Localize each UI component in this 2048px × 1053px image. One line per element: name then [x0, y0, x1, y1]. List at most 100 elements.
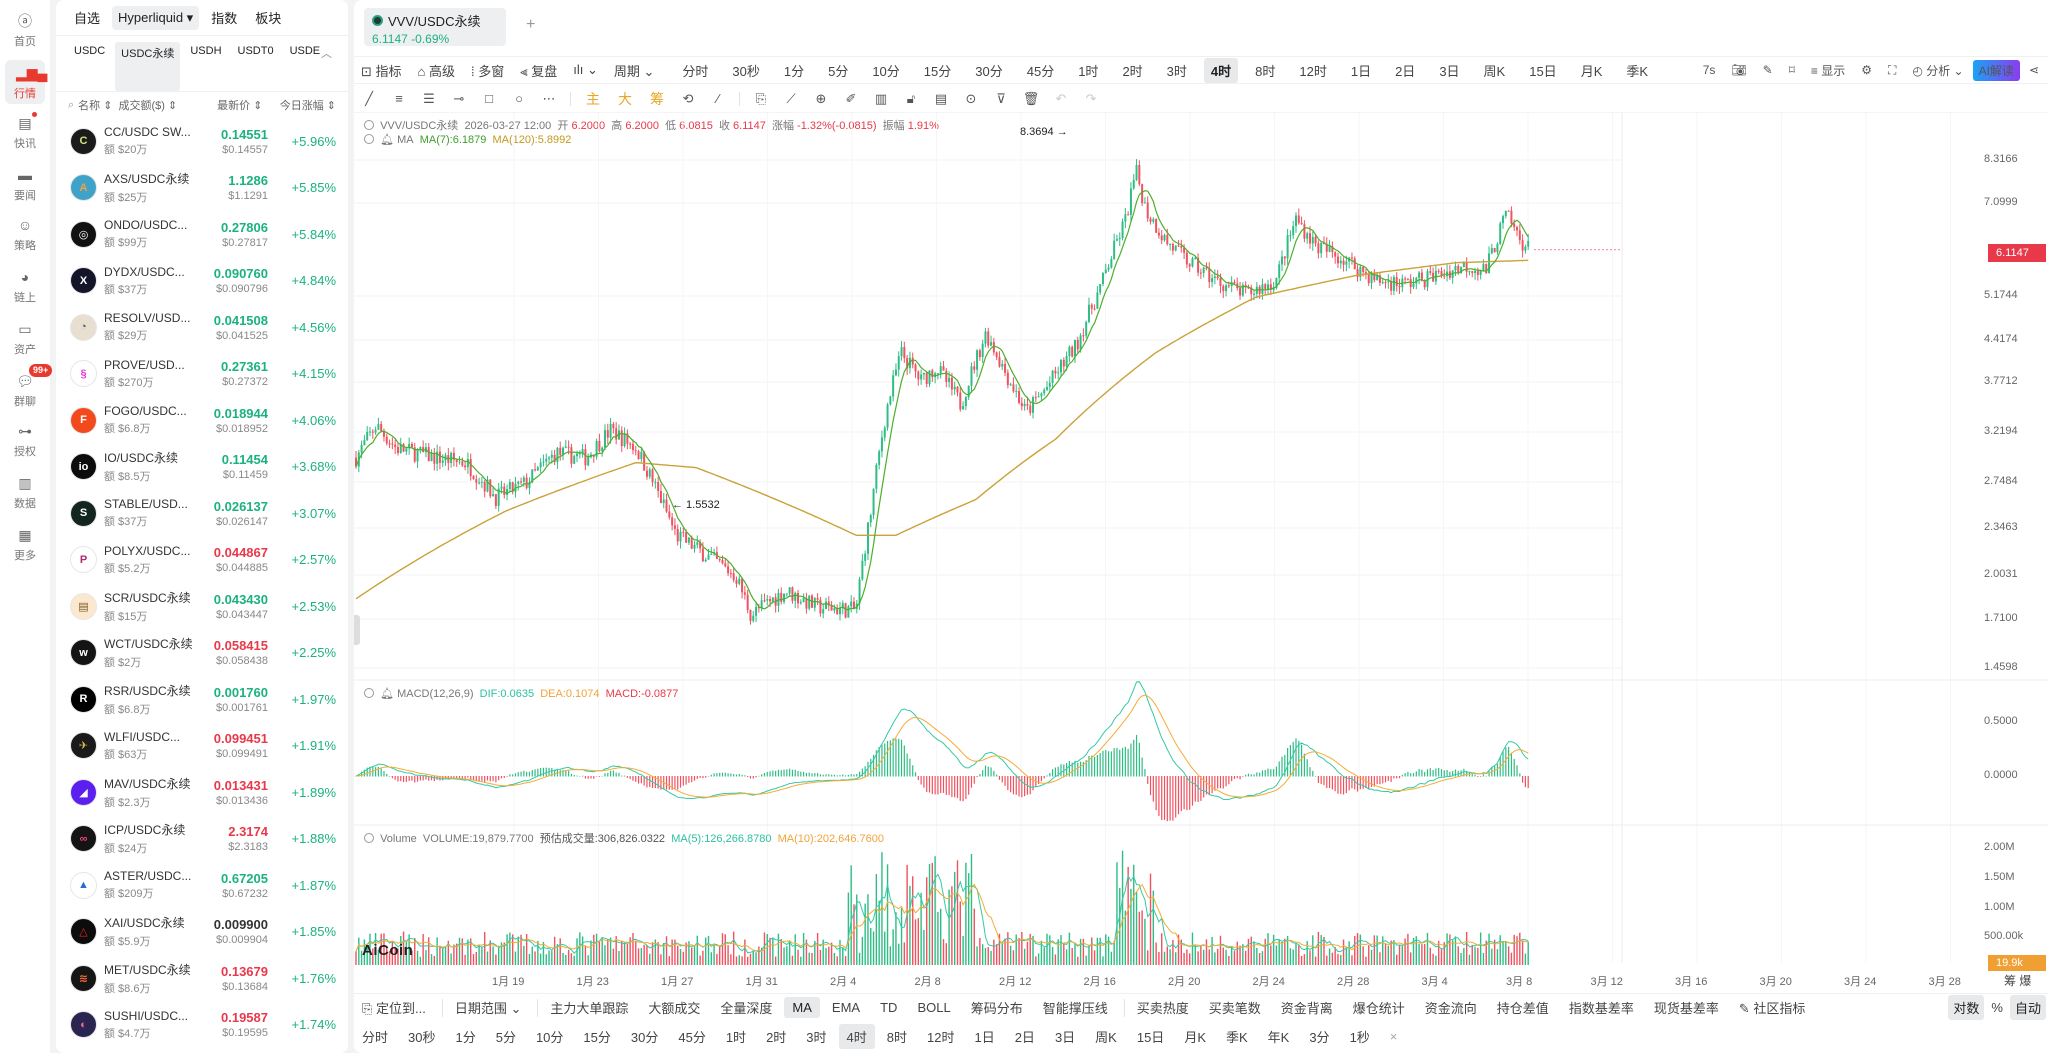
rail-item-1[interactable]: ▂▆▄ 行情 [5, 60, 47, 104]
settings-icon[interactable]: ⚙ [1861, 63, 1872, 77]
collapse-toggle-icon[interactable] [364, 833, 374, 843]
overlay-toggle-0[interactable]: 主 [586, 90, 600, 107]
market-tab-1[interactable]: Hyperliquid ▾ [112, 5, 200, 30]
auto-scale-toggle[interactable]: 自动 [2009, 995, 2046, 1020]
rail-item-2[interactable]: ▤ 快讯 [5, 110, 45, 154]
market-row[interactable]: io IO/USDC永续额 $8.5万 0.11454 $0.11459 +3.68% [56, 444, 348, 491]
market-tab-0[interactable]: 自选 [74, 11, 101, 26]
market-row[interactable]: S STABLE/USD... 额 $37万 0.026137 $0.026147 +3.… [56, 490, 348, 537]
bottom-period-45分[interactable]: 45分 [678, 1029, 706, 1045]
bottom-period-季K[interactable]: 季K [1225, 1029, 1248, 1045]
indicator-16[interactable]: 现货基差率 [1653, 1001, 1719, 1016]
period-15分[interactable]: 15分 [923, 63, 952, 79]
indicator-1[interactable]: 大额成交 [648, 1001, 701, 1016]
rail-item-5[interactable]: ◕ 链上 [5, 264, 45, 308]
indicator-11[interactable]: 资金背离 [1280, 1001, 1333, 1016]
period-1分[interactable]: 1分 [783, 63, 805, 79]
bottom-period-分时[interactable]: 分时 [362, 1029, 389, 1045]
display-toggle[interactable]: ≡ 显示 [1810, 63, 1846, 78]
bottom-period-1时[interactable]: 1时 [725, 1029, 747, 1045]
indicator-icon[interactable]: ⊡ 指标 [361, 63, 402, 79]
undo-icon[interactable]: ↶ [1055, 90, 1067, 106]
market-row[interactable]: ∞ ICP/USDC永续额 $24万 2.3174 $2.3183 +1.88% [56, 816, 348, 863]
collapse-chevron-icon[interactable]: ︿ [321, 48, 332, 60]
bottom-period-30秒[interactable]: 30秒 [408, 1029, 436, 1045]
indicator-5[interactable]: TD [880, 1000, 898, 1015]
period-30秒[interactable]: 30秒 [732, 63, 760, 79]
indicator-15[interactable]: 指数基差率 [1568, 1001, 1634, 1016]
redo-icon[interactable]: ↷ [1085, 90, 1097, 106]
collapse-toggle-icon[interactable] [364, 688, 374, 698]
bottom-period-5分[interactable]: 5分 [495, 1029, 516, 1045]
period-3日[interactable]: 3日 [1439, 63, 1460, 79]
sort-by-change[interactable]: 今日涨幅 ⇕ [279, 100, 336, 112]
market-row[interactable]: ▲ ASTER/USDC... 额 $209万 0.67205 $0.67232 +1.8… [56, 862, 348, 909]
bottom-period-1日[interactable]: 1日 [974, 1029, 995, 1045]
period-12时[interactable]: 12时 [1299, 63, 1327, 79]
market-tab-3[interactable]: 板块 [255, 11, 282, 26]
overlay-toggle-1[interactable]: 大 [618, 90, 632, 107]
sort-by-price[interactable]: 最新价 ⇕ [217, 100, 263, 112]
brush-icon[interactable]: ⁄ [716, 91, 720, 106]
percent-scale-toggle[interactable]: % [1991, 1000, 2003, 1015]
note-icon[interactable]: ⎘ [755, 90, 767, 106]
collapse-toggle-icon[interactable] [364, 134, 374, 144]
share-icon[interactable]: ⋖ [2028, 63, 2039, 77]
indicator-10[interactable]: 买卖笔数 [1208, 1001, 1261, 1016]
magnet-icon[interactable]: ⊙ [965, 90, 977, 106]
bell-icon[interactable]: 🔔︎ [380, 688, 395, 700]
indicator-13[interactable]: 资金流向 [1424, 1001, 1477, 1016]
indicator-8[interactable]: 智能撑压线 [1042, 1001, 1108, 1016]
add-tab-button[interactable]: + [526, 16, 536, 33]
unlock-icon[interactable]: 🔓︎ [906, 90, 916, 106]
chips-liquidation-toggles[interactable]: 筹 爆 [2004, 974, 2032, 988]
bottom-period-8时[interactable]: 8时 [886, 1029, 907, 1045]
bottom-period-1分[interactable]: 1分 [455, 1029, 476, 1045]
market-row[interactable]: A AXS/USDC永续额 $25万 1.1286 $1.1291 +5.85% [56, 165, 348, 212]
chart-type-icon[interactable]: ılı ⌄ [566, 59, 605, 81]
period-分时[interactable]: 分时 [682, 63, 709, 79]
indicator-3[interactable]: MA [784, 997, 820, 1018]
bookmark-icon[interactable]: ⌑ [1788, 63, 1795, 77]
analysis-dropdown[interactable]: ◴ 分析 ⌄ [1912, 63, 1964, 78]
overlay-toggle-2[interactable]: 筹 [650, 90, 664, 107]
period-5分[interactable]: 5分 [828, 63, 849, 79]
market-row[interactable]: ▤ SCR/USDC永续额 $15万 0.043430 $0.043447 +2.53% [56, 583, 348, 630]
quote-tab-3[interactable]: USDT0 [237, 45, 274, 57]
rail-item-6[interactable]: ▭ 资产 [5, 316, 45, 360]
period-8时[interactable]: 8时 [1255, 63, 1276, 79]
quote-tab-4[interactable]: USDE [289, 45, 321, 57]
magnet-pen-icon[interactable]: ✐ [845, 90, 857, 106]
bottom-period-月K[interactable]: 月K [1184, 1029, 1206, 1045]
template-icon[interactable]: ▤ [934, 90, 948, 106]
market-row[interactable]: P POLYX/USDC... 额 $5.2万 0.044867 $0.044885 +2… [56, 537, 348, 584]
left-collapse-handle[interactable] [354, 615, 360, 645]
horizontal-lines-icon[interactable]: ☰ [423, 90, 435, 106]
indicator-12[interactable]: 爆仓统计 [1352, 1001, 1405, 1016]
period-2日[interactable]: 2日 [1395, 63, 1416, 79]
period-季K[interactable]: 季K [1626, 63, 1649, 79]
market-tab-2[interactable]: 指数 [211, 11, 238, 26]
sort-by-name[interactable]: 名称 ⇕ [78, 100, 113, 112]
bottom-period-3时[interactable]: 3时 [806, 1029, 827, 1045]
period-30分[interactable]: 30分 [975, 63, 1003, 79]
indicator-9[interactable]: 买卖热度 [1136, 1001, 1189, 1016]
collapse-toggle-icon[interactable] [364, 120, 374, 130]
filter-icon[interactable]: ⊽ [996, 90, 1006, 106]
market-row[interactable]: ◢ MAV/USDC永续额 $2.3万 0.013431 $0.013436 +1.89… [56, 769, 348, 816]
period-dropdown[interactable]: 周期 ⌄ [607, 58, 662, 83]
fullscreen-icon[interactable]: ⛶ [1887, 62, 1897, 77]
bottom-period-15日[interactable]: 15日 [1136, 1029, 1165, 1045]
multi-window-icon[interactable]: ⁞ 多窗 [471, 63, 505, 79]
close-period-bar-icon[interactable]: × [1389, 1028, 1398, 1044]
log-scale-toggle[interactable]: 对数 [1948, 995, 1985, 1020]
indicator-6[interactable]: BOLL [917, 1000, 951, 1015]
market-row[interactable]: ◐ SUSHI/USDC... 额 $4.7万 0.19587 $0.19595 +1.7… [56, 1002, 348, 1049]
period-15日[interactable]: 15日 [1529, 63, 1557, 79]
community-indicators-button[interactable]: ✎ 社区指标 [1731, 995, 1814, 1020]
market-row[interactable]: R RSR/USDC永续额 $6.8万 0.001760 $0.001761 +1.97… [56, 676, 348, 723]
parallel-channel-icon[interactable]: ≡ [395, 91, 403, 106]
indicator-7[interactable]: 筹码分布 [970, 1001, 1023, 1016]
bottom-period-12时[interactable]: 12时 [927, 1029, 955, 1045]
market-row[interactable]: C CC/USDC SW... 额 $20万 0.14551 $0.14557 +5.96… [56, 118, 348, 165]
